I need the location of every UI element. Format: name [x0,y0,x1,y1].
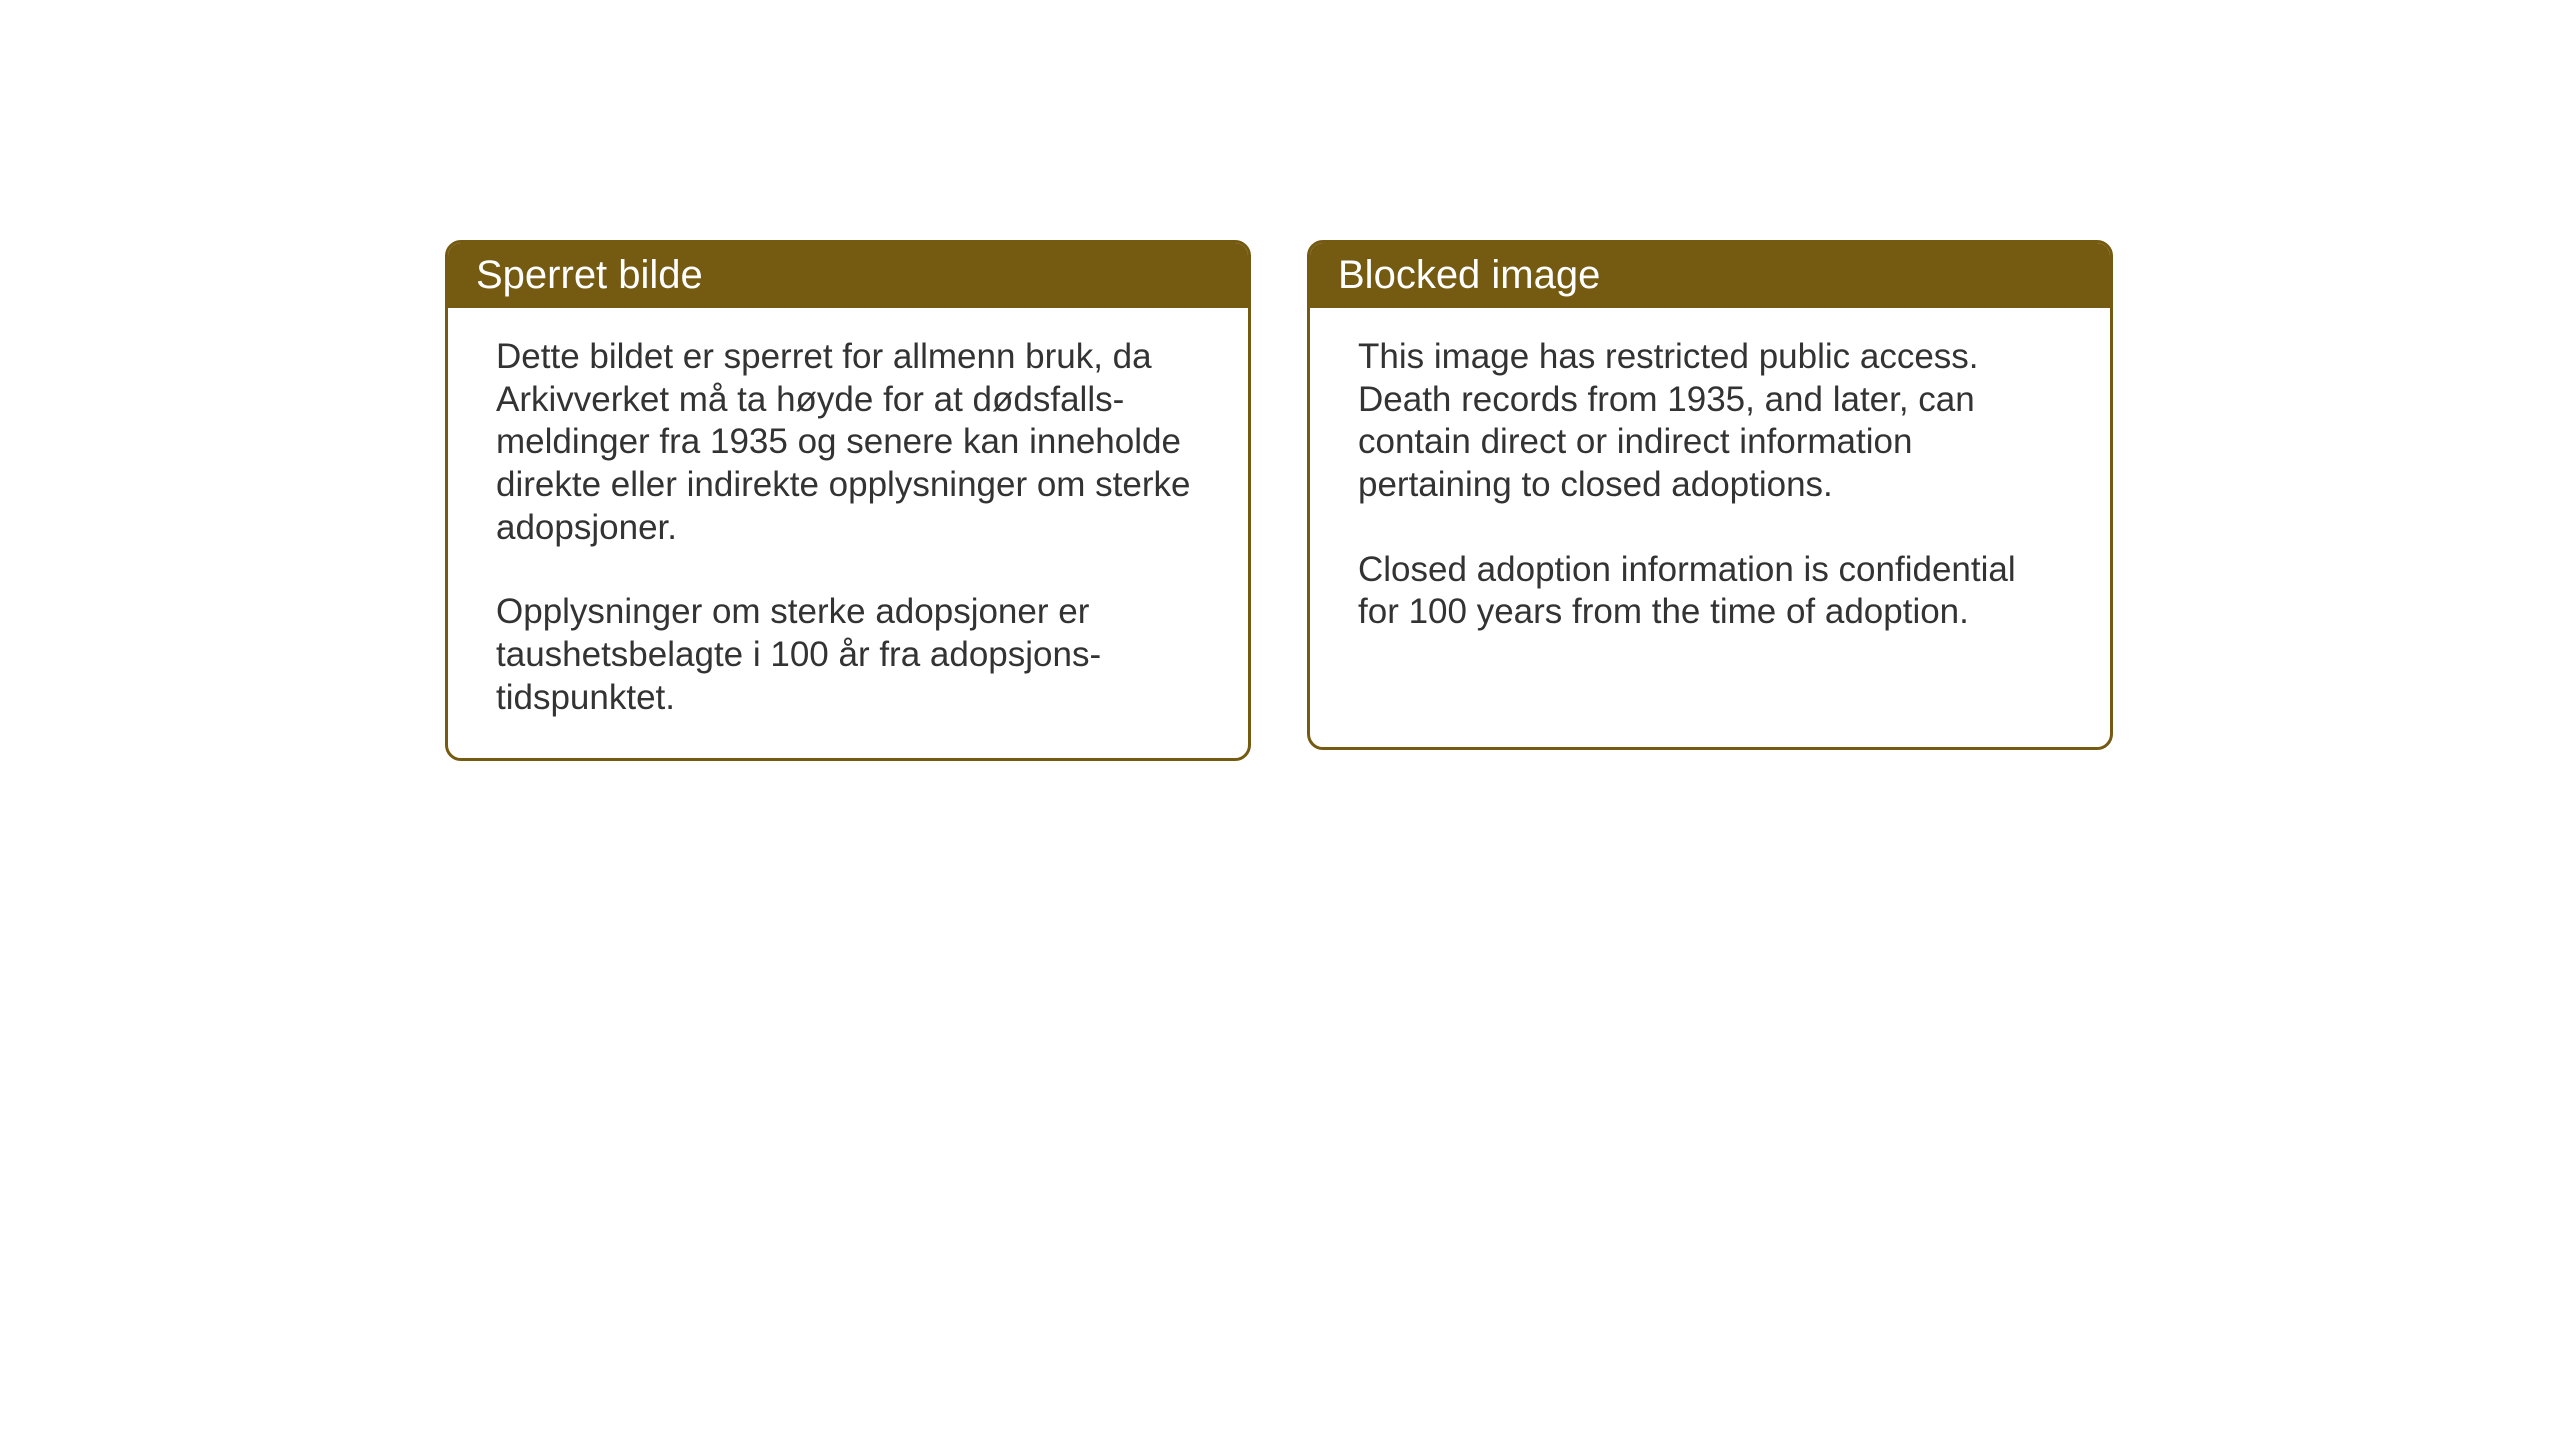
notice-paragraph-2-english: Closed adoption information is confident… [1358,549,2062,634]
notice-card-english: Blocked image This image has restricted … [1307,240,2113,750]
notice-paragraph-1-english: This image has restricted public access.… [1358,336,2062,507]
notice-paragraph-2-norwegian: Opplysninger om sterke adopsjoner er tau… [496,591,1200,719]
notice-title-english: Blocked image [1338,253,1600,297]
notice-card-norwegian: Sperret bilde Dette bildet er sperret fo… [445,240,1251,761]
notice-container: Sperret bilde Dette bildet er sperret fo… [445,240,2113,761]
notice-title-norwegian: Sperret bilde [476,253,703,297]
notice-paragraph-1-norwegian: Dette bildet er sperret for allmenn bruk… [496,336,1200,549]
notice-body-norwegian: Dette bildet er sperret for allmenn bruk… [448,308,1248,758]
notice-header-norwegian: Sperret bilde [448,243,1248,308]
notice-header-english: Blocked image [1310,243,2110,308]
notice-body-english: This image has restricted public access.… [1310,308,2110,672]
